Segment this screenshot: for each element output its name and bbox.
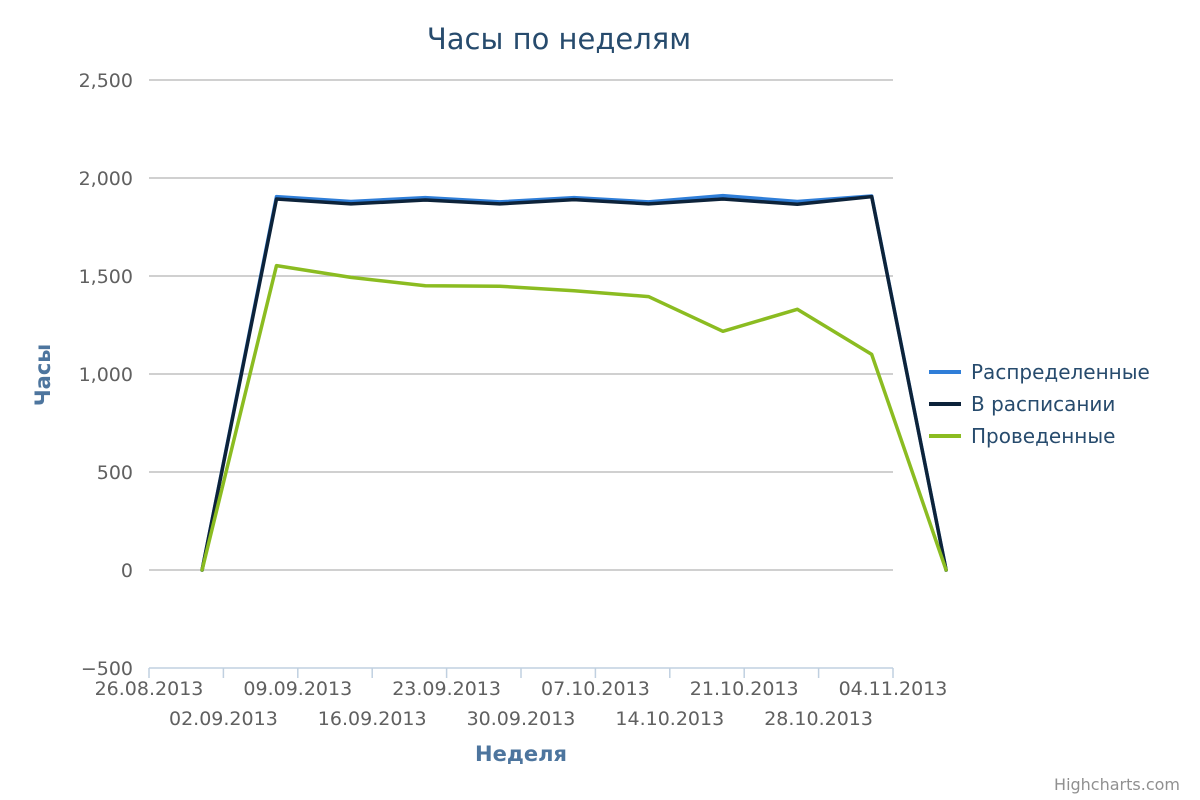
legend-item[interactable]: В расписании bbox=[929, 392, 1115, 416]
y-tick-label: −500 bbox=[81, 658, 133, 680]
credits-link[interactable]: Highcharts.com bbox=[1054, 775, 1180, 794]
y-tick-label: 2,000 bbox=[79, 168, 133, 190]
legend-label: Проведенные bbox=[971, 424, 1115, 448]
x-axis-title: Неделя bbox=[475, 742, 567, 766]
y-tick-label: 0 bbox=[121, 560, 133, 582]
x-tick-label: 07.10.2013 bbox=[541, 678, 650, 700]
x-tick-label: 30.09.2013 bbox=[467, 708, 576, 730]
x-tick-label: 26.08.2013 bbox=[95, 678, 204, 700]
legend-item[interactable]: Распределенные bbox=[929, 360, 1150, 384]
legend: Распределенные В расписании Проведенные bbox=[929, 360, 1150, 448]
plot-area bbox=[200, 193, 948, 572]
x-axis: 26.08.2013 02.09.2013 09.09.2013 16.09.2013… bbox=[95, 667, 948, 730]
x-tick-label: 28.10.2013 bbox=[764, 708, 873, 730]
series-line[interactable] bbox=[200, 193, 948, 572]
y-tick-label: 1,500 bbox=[79, 266, 133, 288]
y-axis-title: Часы bbox=[31, 344, 55, 407]
y-tick-label: 500 bbox=[97, 462, 133, 484]
y-tick-label: 2,500 bbox=[79, 70, 133, 92]
x-tick-label: 14.10.2013 bbox=[615, 708, 724, 730]
series-line[interactable] bbox=[200, 263, 948, 572]
chart-title: Часы по неделям bbox=[427, 22, 691, 56]
series-line[interactable] bbox=[200, 194, 948, 572]
legend-label: Распределенные bbox=[971, 360, 1150, 384]
x-tick-label: 04.11.2013 bbox=[839, 678, 948, 700]
y-tick-label: 1,000 bbox=[79, 364, 133, 386]
x-tick-label: 23.09.2013 bbox=[392, 678, 501, 700]
x-tick-label: 21.10.2013 bbox=[690, 678, 799, 700]
y-axis: −500 0 500 1,000 1,500 2,000 2,500 bbox=[79, 70, 133, 680]
x-tick-label: 09.09.2013 bbox=[243, 678, 352, 700]
x-tick-label: 16.09.2013 bbox=[318, 708, 427, 730]
x-tick-label: 02.09.2013 bbox=[169, 708, 278, 730]
legend-item[interactable]: Проведенные bbox=[929, 424, 1115, 448]
legend-label: В расписании bbox=[971, 392, 1115, 416]
